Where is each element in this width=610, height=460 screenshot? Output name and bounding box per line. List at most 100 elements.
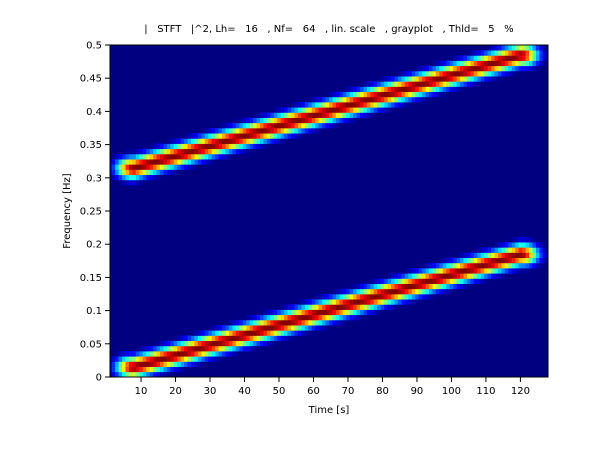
heatmap-cell [384, 294, 388, 300]
heatmap-cell [177, 143, 182, 150]
heatmap-cell [470, 81, 475, 87]
heatmap-cell [397, 278, 402, 284]
heatmap-cell [466, 283, 471, 290]
heatmap-cell [211, 148, 216, 155]
heatmap-cell [394, 294, 399, 300]
heatmap-cell [522, 236, 526, 243]
heatmap-cell [315, 304, 319, 310]
heatmap-cell [180, 340, 185, 347]
heatmap-cell [377, 283, 382, 290]
heatmap-cell [187, 356, 192, 362]
heatmap-cell [139, 366, 144, 373]
heatmap-cell [204, 330, 209, 336]
heatmap-cell [322, 102, 326, 108]
heatmap-cell [301, 102, 306, 108]
heatmap-cell [187, 361, 192, 367]
heatmap-cell [325, 117, 330, 124]
heatmap-cell [356, 91, 361, 98]
heatmap-cell [197, 143, 202, 150]
heatmap-cell [487, 45, 492, 51]
heatmap-cell [501, 247, 506, 253]
heatmap-cell [311, 122, 316, 129]
heatmap-cell [394, 278, 399, 284]
heatmap-cell [204, 148, 209, 155]
heatmap-cell [263, 122, 268, 129]
heatmap-cell [110, 356, 113, 362]
heatmap-cell [470, 50, 475, 56]
heatmap-cell [466, 76, 471, 82]
heatmap-cell [128, 164, 133, 170]
heatmap-cell [191, 351, 195, 357]
heatmap-cell [153, 164, 157, 170]
heatmap-cell [246, 133, 251, 139]
heatmap-cell [518, 268, 523, 274]
heatmap-cell [149, 148, 154, 155]
y-tick-label: 0.15 [80, 273, 102, 284]
heatmap-cell [484, 55, 488, 61]
heatmap-cell [191, 345, 195, 352]
heatmap-cell [232, 122, 237, 129]
heatmap-cell [304, 128, 309, 134]
heatmap-cell [184, 366, 188, 373]
heatmap-cell [197, 340, 202, 347]
heatmap-cell [432, 70, 437, 77]
heatmap-cell [353, 117, 357, 124]
heatmap-cell [477, 81, 482, 87]
heatmap-cell [260, 325, 264, 331]
heatmap-cell [346, 91, 351, 98]
heatmap-cell [360, 112, 364, 118]
heatmap-cell [249, 122, 254, 129]
heatmap-cell [132, 153, 137, 160]
heatmap-cell [518, 247, 523, 253]
heatmap-cell [473, 252, 478, 259]
heatmap-cell [266, 314, 271, 321]
heatmap-cell [453, 268, 457, 274]
heatmap-cell [273, 335, 278, 342]
heatmap-cell [349, 314, 354, 321]
heatmap-cell [394, 81, 399, 87]
heatmap-cell [522, 45, 526, 51]
heatmap-cell [308, 96, 313, 103]
heatmap-cell [110, 361, 113, 367]
heatmap-cell [442, 70, 447, 77]
heatmap-cell [460, 76, 464, 82]
heatmap-cell [491, 257, 495, 264]
heatmap-cell [422, 283, 426, 290]
heatmap-cell [263, 309, 268, 316]
heatmap-cell [501, 60, 506, 67]
heatmap-cell [456, 65, 461, 72]
heatmap-cell [332, 107, 337, 113]
heatmap-cell [477, 257, 482, 264]
heatmap-cell [484, 273, 488, 279]
heatmap-cell [439, 81, 444, 87]
heatmap-cell [339, 319, 344, 326]
heatmap-cell [297, 314, 302, 321]
heatmap-cell [166, 340, 171, 347]
heatmap-cell [301, 299, 306, 305]
heatmap-cell [297, 309, 302, 316]
heatmap-cell [401, 102, 406, 108]
heatmap-cell [387, 96, 392, 103]
heatmap-cell [273, 122, 278, 129]
heatmap-cell [511, 70, 516, 77]
heatmap-cell [484, 268, 488, 274]
heatmap-cell [139, 179, 144, 186]
heatmap-cell [408, 81, 413, 87]
heatmap-cell [156, 148, 161, 155]
heatmap-cell [122, 179, 126, 186]
heatmap-cell [187, 153, 192, 160]
heatmap-cell [511, 247, 516, 253]
heatmap-cell [173, 159, 178, 165]
heatmap-cell [384, 76, 388, 82]
heatmap-cell [446, 262, 451, 269]
heatmap-cell [408, 102, 413, 108]
heatmap-cell [325, 112, 330, 118]
heatmap-cell [542, 247, 547, 253]
heatmap-cell [422, 91, 426, 98]
heatmap-cell [318, 122, 323, 129]
heatmap-cell [394, 102, 399, 108]
heatmap-cell [411, 283, 416, 290]
heatmap-cell [239, 148, 244, 155]
heatmap-cell [156, 153, 161, 160]
heatmap-cell [373, 81, 378, 87]
